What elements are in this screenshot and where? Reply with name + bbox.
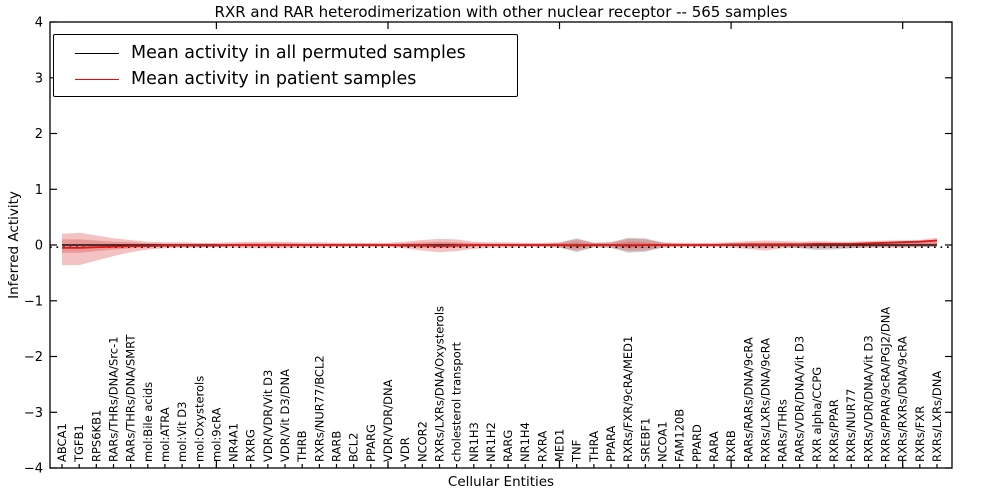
x-tick-label: cholesterol transport — [450, 342, 464, 462]
legend: Mean activity in all permuted samples Me… — [53, 34, 518, 97]
y-tick-label: 0 — [35, 239, 43, 254]
x-tick-label: RXR alpha/CCPG — [810, 367, 824, 462]
y-tick-label: 3 — [35, 71, 43, 86]
x-tick-label: ABCA1 — [55, 423, 69, 462]
y-axis-label: Inferred Activity — [6, 191, 22, 299]
x-tick-label: RXRs/NUR77 — [844, 389, 858, 462]
x-tick-label: PPARG — [364, 424, 378, 462]
x-tick-label: NR1H4 — [518, 422, 532, 462]
x-tick-label: PPARA — [604, 425, 618, 462]
x-tick-label: MED1 — [553, 429, 567, 462]
y-tick-label: −1 — [24, 294, 43, 309]
x-tick-label: FAM120B — [673, 409, 687, 462]
x-tick-label: THRB — [295, 430, 309, 463]
x-tick-label: TGFB1 — [72, 424, 86, 463]
x-tick-label: RXRs/FXR/9cRA/MED1 — [621, 336, 635, 462]
x-tick-label: RXRs/NUR77/BCL2 — [312, 355, 326, 462]
x-tick-label: VDR/VDR/DNA — [381, 379, 395, 462]
x-tick-label: THRA — [587, 431, 601, 463]
y-tick-label: 1 — [35, 183, 43, 198]
x-tick-label: RARs/RARs/DNA/9cRA — [741, 337, 755, 462]
x-tick-label: RXRs/PPAR/9cRA/PGJ2/DNA — [879, 307, 893, 462]
x-tick-label: mol:Vit D3 — [175, 402, 189, 462]
x-tick-label: NCOA1 — [656, 421, 670, 462]
patient-mean-line — [62, 239, 938, 249]
patient-samples-range-inner-band — [62, 239, 937, 253]
y-tick-labels: 4 3 2 1 0 −1 −2 −3 −4 — [24, 16, 43, 477]
x-tick-label: PPARD — [690, 424, 704, 462]
x-tick-labels: ABCA1 TGFB1 RPS6KB1 RARs/THRs/DNA/Src-1 RARs… — [55, 306, 944, 463]
x-tick-label: RARG — [501, 430, 515, 462]
x-tick-label: RXRs/LXRs/DNA/9cRA — [758, 338, 772, 462]
x-tick-label: RARs/THRs/DNA/SMRT — [124, 334, 138, 462]
x-tick-label: RARs/THRs — [776, 399, 790, 462]
x-tick-label: SREBF1 — [638, 418, 652, 462]
x-tick-label: NR1H3 — [467, 422, 481, 462]
patient-samples-range-outer-band — [62, 232, 937, 266]
x-tick-label: mol:Oxysterols — [192, 376, 206, 462]
chart-title: RXR and RAR heterodimerization with othe… — [214, 3, 788, 21]
x-tick-label: TNF — [570, 440, 584, 463]
legend-label: Mean activity in patient samples — [131, 69, 417, 89]
x-tick-label: NR1H2 — [484, 422, 498, 462]
x-tick-label: RXRs/RXRs/DNA/9cRA — [896, 336, 910, 462]
y-tick-label: 4 — [35, 16, 43, 31]
y-tick-label: −3 — [24, 406, 43, 421]
legend-item-patient: Mean activity in patient samples — [75, 66, 517, 92]
x-tick-label: RARs/VDR/DNA/Vit D3 — [793, 336, 807, 462]
x-tick-label: RXRs/VDR/DNA/Vit D3 — [861, 335, 875, 462]
x-tick-label: RXRA — [535, 431, 549, 462]
y-tick-label: 2 — [35, 127, 43, 142]
x-tick-label: RXRs/PPAR — [827, 399, 841, 462]
y-tick-label: −4 — [24, 462, 43, 477]
x-tick-label: VDR/VDR/Vit D3 — [261, 370, 275, 462]
x-tick-label: RARB — [330, 431, 344, 462]
legend-label: Mean activity in all permuted samples — [131, 43, 466, 63]
patient-line-sample — [75, 78, 119, 80]
x-tick-label: NCOR2 — [415, 421, 429, 462]
x-tick-label: VDR — [398, 437, 412, 462]
x-axis-label: Cellular Entities — [447, 474, 555, 490]
confidence-bands — [62, 232, 937, 266]
x-tick-label: RARs/THRs/DNA/Src-1 — [107, 336, 121, 462]
x-tick-label: NR4A1 — [227, 423, 241, 462]
x-tick-label: mol:ATRA — [158, 407, 172, 462]
series-lines — [50, 239, 952, 249]
x-tick-label: RXRG — [244, 429, 258, 462]
x-tick-label: mol:9cRA — [209, 408, 223, 462]
x-tick-label: mol:Bile acids — [141, 382, 155, 462]
x-tick-label: RXRs/FXR — [913, 406, 927, 462]
x-tick-label: RXRs/LXRs/DNA — [930, 371, 944, 462]
x-tick-label: RARA — [707, 431, 721, 462]
axis-ticks — [50, 21, 952, 469]
x-tick-label: RPS6KB1 — [89, 410, 103, 462]
x-tick-label: RXRB — [724, 430, 738, 462]
x-tick-label: BCL2 — [347, 433, 361, 462]
legend-item-permuted: Mean activity in all permuted samples — [75, 40, 517, 66]
x-tick-label: VDR/Vit D3/DNA — [278, 369, 292, 462]
y-tick-label: −2 — [24, 350, 43, 365]
permuted-line-sample — [75, 52, 119, 54]
x-tick-label: RXRs/LXRs/DNA/Oxysterols — [433, 306, 447, 462]
